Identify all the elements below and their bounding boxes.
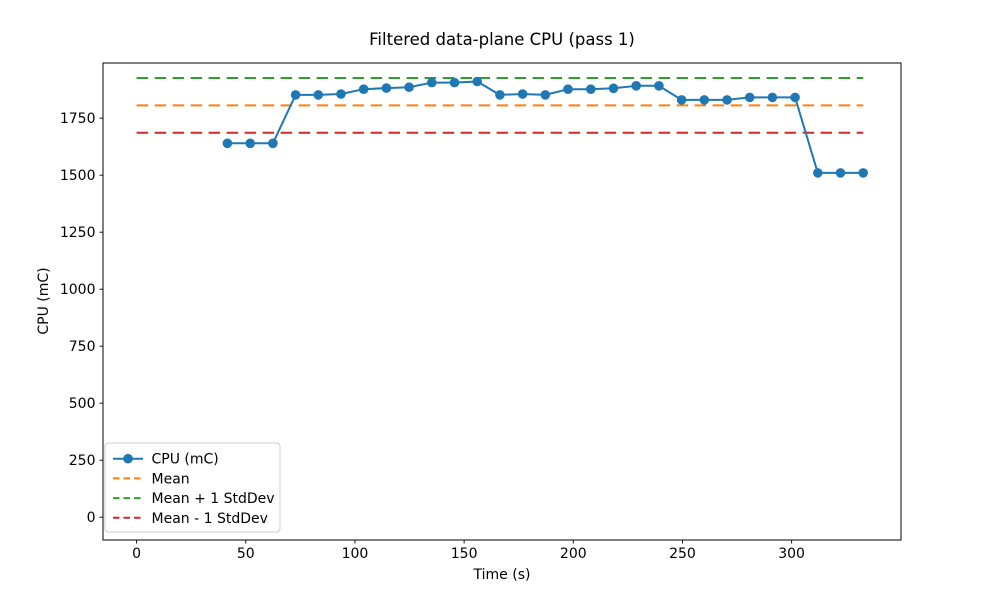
cpu-data-point [858,168,868,178]
cpu-data-point [540,90,551,100]
cpu-data-point [654,81,664,91]
y-tick-label: 0 [87,510,96,526]
cpu-data-point [767,92,778,103]
y-tick-label: 1500 [60,168,96,184]
legend-label: Mean - 1 StdDev [152,511,268,527]
y-tick-label: 500 [69,396,96,412]
x-tick-label: 300 [778,546,805,562]
cpu-data-point [313,90,324,100]
y-tick-label: 750 [69,339,96,355]
cpu-data-point [744,92,755,103]
cpu-data-point [586,84,596,94]
y-tick-label: 1750 [60,111,96,127]
cpu-data-point [449,77,460,88]
chart-title: Filtered data-plane CPU (pass 1) [369,30,635,49]
cpu-data-point [699,95,710,105]
y-axis-label: CPU (mC) [36,267,52,335]
cpu-data-point [404,82,414,92]
cpu-data-point [495,90,505,100]
x-tick-label: 150 [451,546,478,562]
legend-label: Mean [152,471,190,487]
cpu-data-point [381,83,392,93]
cpu-data-point [290,90,301,100]
cpu-data-point [835,168,846,178]
legend-marker-cpu-mc [123,453,133,464]
cpu-data-point [676,95,687,105]
x-tick-label: 100 [342,546,369,562]
y-tick-label: 1250 [60,225,96,241]
y-tick-label: 1000 [60,282,96,298]
cpu-data-point [268,138,278,149]
cpu-data-point [790,92,800,103]
cpu-data-point [517,89,528,99]
cpu-data-point [245,138,255,149]
cpu-data-point [427,77,437,88]
cpu-data-point [472,76,483,87]
legend-label: Mean + 1 StdDev [152,491,275,507]
cpu-data-point [608,83,619,94]
cpu-data-point [358,84,369,94]
x-tick-label: 200 [560,546,587,562]
cpu-data-point [563,84,573,94]
cpu-data-point [222,138,233,149]
axes-frame [102,62,902,541]
legend-label: CPU (mC) [152,452,219,468]
x-axis-label: Time (s) [473,567,531,583]
cpu-data-point [631,81,641,91]
x-tick-label: 50 [237,546,255,562]
legend-box [104,442,281,533]
cpu-data-point [722,95,732,105]
x-tick-label: 0 [132,546,141,562]
cpu-data-point [813,168,823,178]
x-tick-label: 250 [669,546,696,562]
cpu-data-point [336,89,346,99]
y-tick-label: 250 [69,453,96,469]
